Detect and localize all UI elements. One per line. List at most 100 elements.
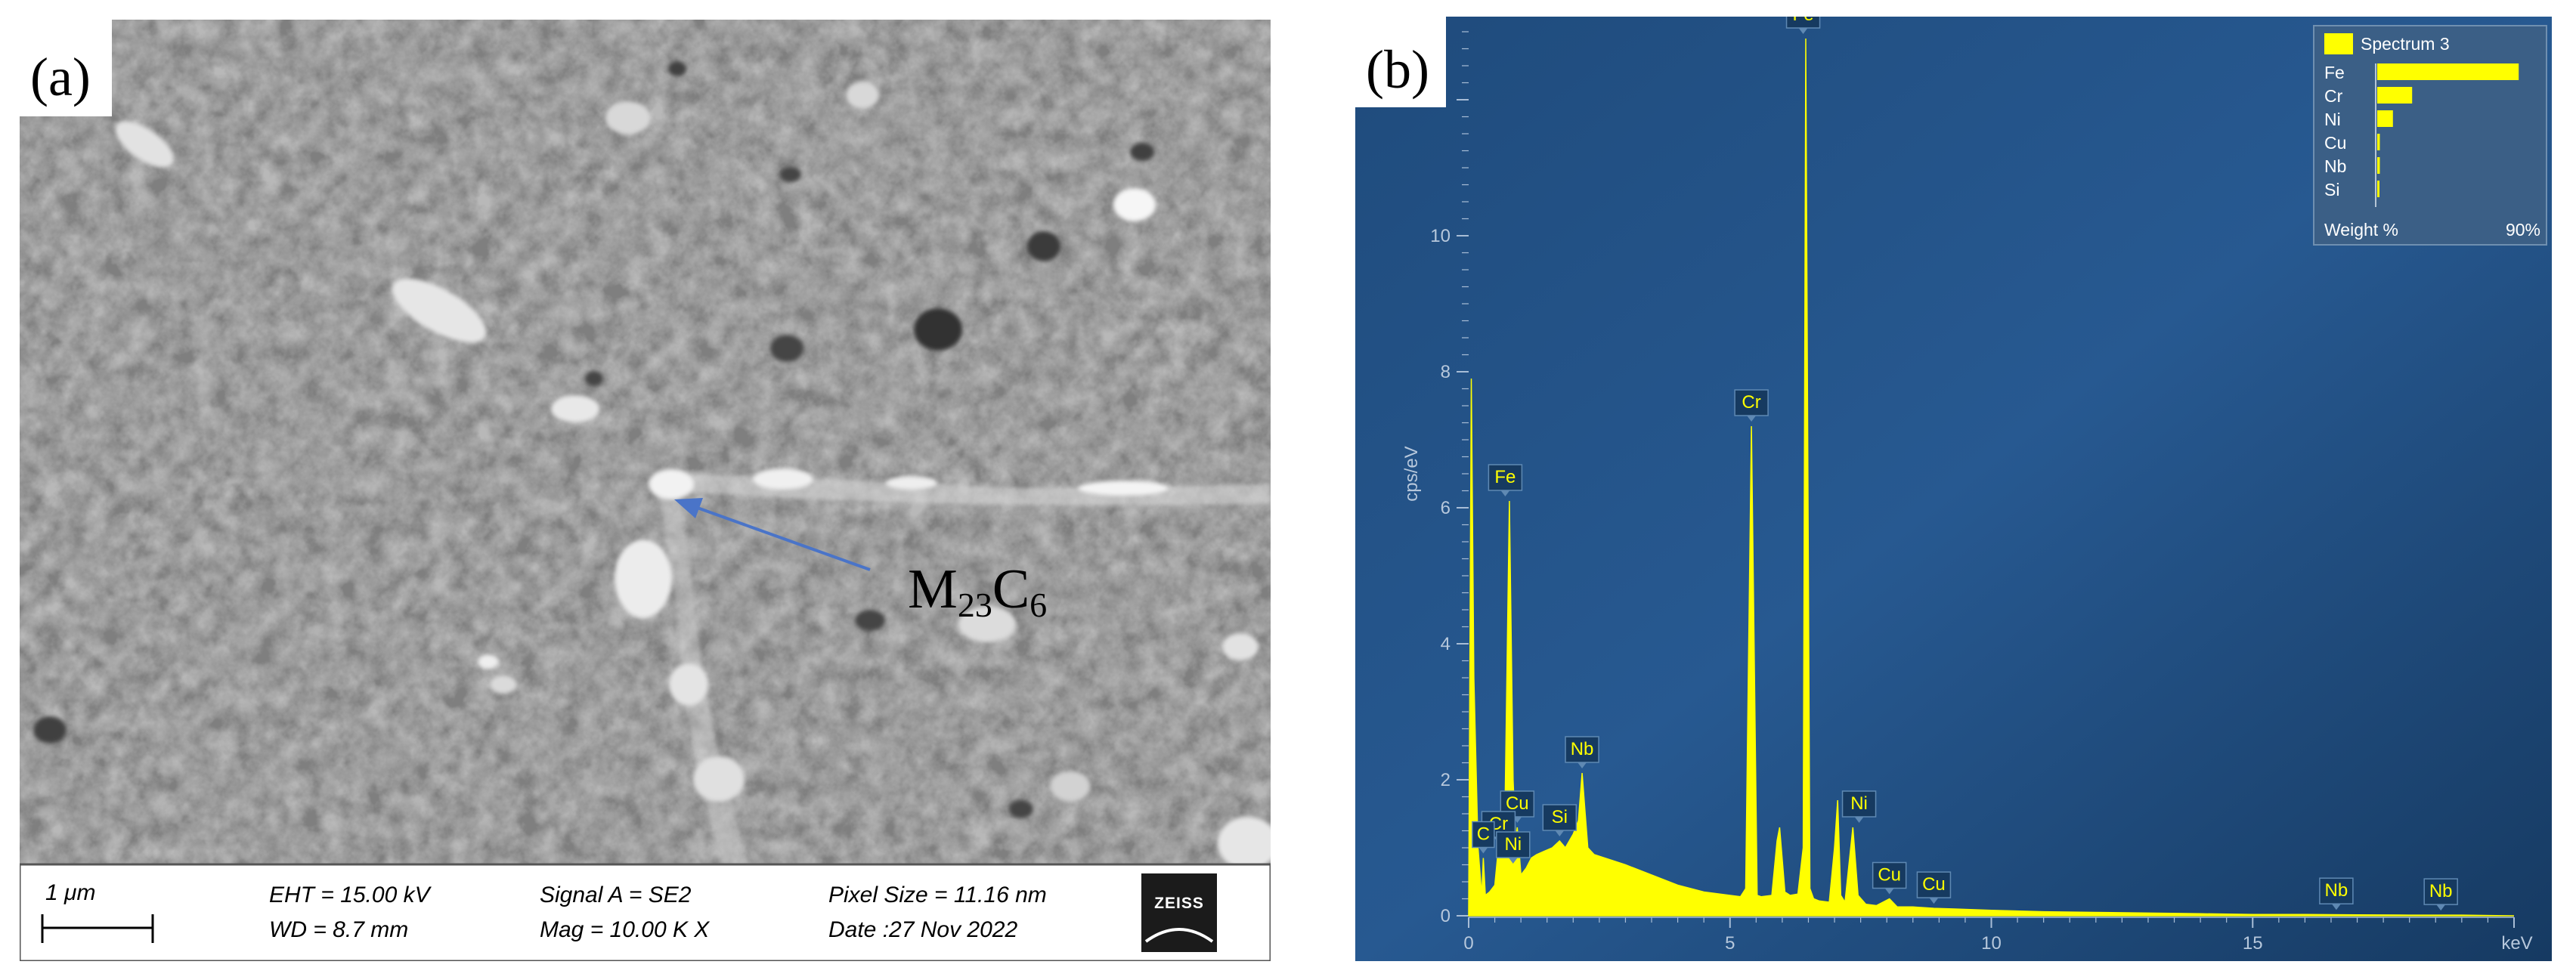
peak-label-pointer: [1500, 490, 1510, 496]
legend-title: Spectrum 3: [2361, 34, 2450, 54]
carbide-annotation: M23C6: [908, 558, 1047, 624]
x-axis: 0 5 10 15: [1463, 917, 2515, 954]
peak-label: Ni: [1496, 831, 1531, 864]
peak-label: Cr: [1734, 389, 1769, 422]
peak-label-box: [1496, 831, 1531, 858]
peak-label-pointer: [1555, 830, 1565, 836]
mag-readout: Mag = 10.00 K X: [540, 917, 710, 942]
peak-label-text: Cu: [1922, 874, 1946, 895]
x-axis-title: keV: [2501, 933, 2532, 954]
legend-box: [2313, 25, 2547, 246]
peak-label-box: [1734, 389, 1769, 416]
peak-label-text: Cu: [1506, 793, 1529, 814]
peak-label: Fe: [1488, 464, 1523, 496]
peak-label-text: Ni: [1504, 834, 1522, 855]
panel-a-label-box: [20, 20, 112, 116]
y-tick-label: 6: [1441, 498, 1451, 518]
peak-label-box: [1472, 821, 1495, 849]
peak-label-text: Si: [1552, 807, 1568, 827]
y-tick-label: 8: [1441, 362, 1451, 382]
peak-label-pointer: [2331, 904, 2341, 910]
legend-item-label: Nb: [2324, 156, 2346, 176]
date-readout: Date :27 Nov 2022: [828, 917, 1017, 942]
micrograph-image: [20, 20, 1271, 864]
signal-readout: Signal A = SE2: [540, 883, 692, 907]
peak-label-pointer: [1508, 858, 1518, 864]
peak-label: C: [1472, 821, 1495, 854]
zeiss-logo: ZEISS: [1141, 873, 1217, 952]
wd-readout: WD = 8.7 mm: [269, 917, 408, 942]
panel-a-label: (a): [30, 47, 91, 107]
legend: Spectrum 3 Fe Cr Ni Cu Nb Si Weight % 90%: [2313, 25, 2547, 246]
sem-micrograph: (a) M23C6 1 μm EHT = 15.00 kV WD = 8.7 m…: [18, 20, 1278, 963]
peak-label: Cu: [1916, 871, 1952, 904]
svg-text:ZEISS: ZEISS: [1154, 895, 1204, 912]
legend-item-bar: [2377, 87, 2413, 104]
y-tick-label: 2: [1441, 770, 1451, 790]
peak-label: Nb: [2423, 878, 2458, 911]
peak-label-pointer: [2436, 904, 2446, 911]
peak-label-text: Cr: [1742, 392, 1760, 413]
spectrum-series: [1468, 38, 2515, 917]
peak-label-box: [1916, 871, 1952, 898]
x-tick-label: 5: [1725, 933, 1735, 954]
peak-label-box: [1542, 804, 1577, 831]
peak-label-text: Fe: [1793, 17, 1814, 25]
peak-label: Nb: [1565, 736, 1599, 768]
legend-items: Fe Cr Ni Cu Nb Si: [2324, 63, 2519, 207]
panel-b-label: (b): [1366, 39, 1429, 100]
y-tick-label: 10: [1430, 226, 1451, 246]
peak-label-text: Nb: [2429, 881, 2453, 901]
sem-info-bar: 1 μm EHT = 15.00 kV WD = 8.7 mm Signal A…: [18, 863, 1272, 963]
peak-label-box: [1488, 464, 1523, 491]
peak-label-pointer: [1798, 28, 1808, 34]
peak-label-text: Nb: [2325, 880, 2348, 901]
sem-micrograph-panel: (a) M23C6 1 μm EHT = 15.00 kV WD = 8.7 m…: [18, 20, 1278, 963]
y-tick-label: 4: [1441, 634, 1451, 654]
peak-label-pointer: [1929, 898, 1939, 904]
legend-item-label: Fe: [2324, 63, 2345, 82]
x-tick-label: 10: [1981, 933, 2002, 954]
peak-label-pointer: [1884, 888, 1894, 895]
legend-item-bar: [2377, 110, 2393, 127]
legend-axis-max: 90%: [2506, 220, 2540, 240]
eds-spectrum-chart: (b) 0 2 4 6 8 10 0 5 10 15 cps/eV keV Fe Cr Fe Nb Cu…: [1355, 2, 2552, 961]
x-tick-label: 15: [2243, 933, 2263, 954]
peak-label-pointer: [1577, 762, 1587, 768]
scale-bar: [41, 914, 154, 943]
peak-label-text: Nb: [1571, 739, 1594, 759]
peak-label-pointer: [1478, 847, 1488, 854]
annotation-arrow: [684, 502, 871, 571]
peak-label: Si: [1542, 804, 1577, 836]
legend-item-bar: [2377, 63, 2519, 80]
peak-label-text: Ni: [1850, 793, 1868, 814]
eht-readout: EHT = 15.00 kV: [269, 883, 432, 907]
legend-item-bar: [2377, 157, 2380, 174]
spectrum-area: [1468, 38, 2515, 917]
peak-label: Nb: [2319, 877, 2354, 910]
peak-label-text: C: [1477, 824, 1490, 845]
peak-label: Cu: [1872, 861, 1907, 895]
legend-item-label: Ni: [2324, 110, 2341, 129]
peak-label-text: Cu: [1878, 865, 1901, 886]
panel-b-label-box: [1355, 17, 1446, 107]
y-axis: 0 2 4 6 8 10: [1430, 31, 1469, 926]
legend-axis-label: Weight %: [2324, 220, 2398, 240]
legend-item-bar: [2377, 181, 2379, 197]
eds-spectrum-panel: (b) 0 2 4 6 8 10 0 5 10 15 cps/eV keV Fe Cr Fe Nb Cu…: [1355, 2, 2552, 961]
peak-label-text: Fe: [1494, 467, 1516, 487]
y-tick-label: 0: [1441, 906, 1451, 926]
legend-item-label: Cr: [2324, 86, 2343, 106]
peak-label: Ni: [1841, 790, 1877, 823]
scale-bar-label: 1 μm: [45, 880, 95, 905]
x-tick-label: 0: [1463, 933, 1473, 954]
legend-item-label: Si: [2324, 180, 2339, 199]
micrograph-features: [33, 61, 1278, 870]
peak-label-pointer: [1747, 416, 1757, 422]
legend-item-label: Cu: [2324, 133, 2346, 153]
peak-label-box: [2319, 877, 2354, 904]
peak-label-pointer: [1854, 817, 1864, 823]
pixel-size-readout: Pixel Size = 11.16 nm: [828, 883, 1047, 907]
y-axis-title: cps/eV: [1401, 446, 1422, 501]
legend-item-bar: [2377, 134, 2380, 150]
